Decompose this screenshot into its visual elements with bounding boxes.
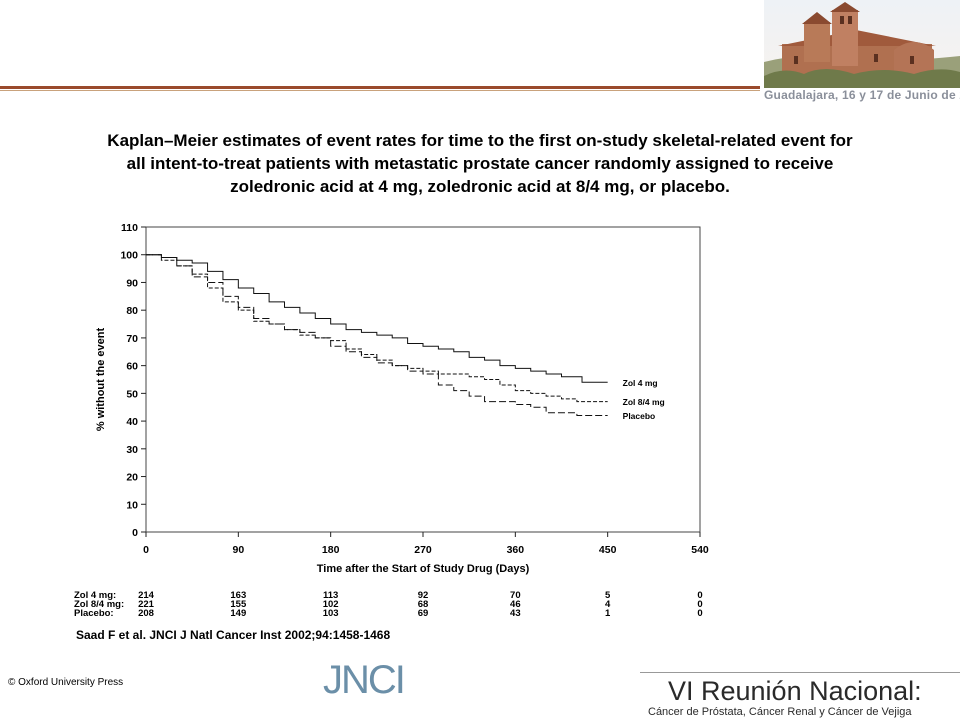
footer-rule — [640, 672, 960, 673]
series-line-3 — [146, 254, 608, 417]
cathedral-photo — [764, 0, 960, 88]
plot-frame — [145, 226, 701, 533]
y-tick-label: 110 — [121, 222, 138, 234]
y-tick-label: 0 — [132, 527, 138, 539]
y-tick-label: 20 — [126, 472, 138, 484]
series-line-1 — [146, 254, 608, 383]
risk-row-label: Zol 8/4 mg: — [74, 599, 125, 610]
risk-cell: 92 — [417, 590, 429, 601]
slide-title-line-1: Kaplan–Meier estimates of event rates fo… — [107, 131, 853, 150]
series-line-2 — [146, 254, 608, 403]
risk-cell: 0 — [697, 599, 703, 610]
y-tick-label: 10 — [126, 499, 138, 511]
risk-cell: 1 — [605, 608, 611, 619]
copyright-notice: © Oxford University Press — [8, 677, 124, 688]
risk-cell: 155 — [230, 599, 247, 610]
risk-cell: 103 — [322, 608, 339, 619]
risk-cell: 208 — [138, 608, 154, 619]
x-axis-label: Time after the Start of Study Drug (Days… — [317, 563, 530, 575]
risk-row-label: Placebo: — [74, 608, 114, 619]
header-date: Guadalajara, 16 y 17 de Junio de 2011 — [764, 88, 960, 102]
series-label-1: Zol 4 mg — [623, 378, 658, 388]
y-tick-label: 80 — [126, 305, 138, 317]
x-tick-label: 270 — [414, 544, 432, 556]
series-label-2: Zol 8/4 mg — [623, 397, 665, 407]
risk-cell: 0 — [697, 590, 703, 601]
risk-cell: 46 — [510, 599, 521, 610]
jnci-logo: JNCI — [323, 658, 406, 702]
citation: Saad F et al. JNCI J Natl Cancer Inst 20… — [76, 628, 391, 642]
y-tick-label: 100 — [120, 250, 138, 262]
x-tick-label: 180 — [322, 544, 340, 556]
risk-cell: 113 — [322, 590, 339, 601]
header-rule-thin — [0, 90, 760, 91]
y-tick-label: 40 — [126, 416, 138, 428]
y-tick-label: 30 — [126, 444, 138, 456]
y-tick-label: 50 — [126, 388, 138, 400]
x-tick-label: 0 — [143, 544, 149, 556]
x-tick-label: 540 — [691, 544, 709, 556]
y-axis-label: % without the event — [95, 328, 107, 432]
kaplan-meier-chart: 0 10 20 30 40 50 60 70 80 90 100 110 0 90 180 270 360 450… — [95, 222, 709, 575]
series-label-3: Placebo — [623, 411, 656, 421]
x-tick-label: 90 — [232, 544, 244, 556]
event-title: VI Reunión Nacional: — [668, 676, 922, 706]
risk-row-label: Zol 4 mg: — [74, 590, 117, 601]
y-tick-label: 60 — [126, 361, 138, 373]
risk-cell: 69 — [417, 608, 429, 619]
risk-cell: 221 — [138, 599, 154, 610]
header-rule — [0, 86, 760, 89]
slide-title: Kaplan–Meier estimates of event rates fo… — [20, 129, 940, 198]
risk-cell: 102 — [322, 599, 339, 610]
risk-cell: 43 — [510, 608, 521, 619]
risk-cell: 5 — [605, 590, 611, 601]
y-tick-label: 90 — [126, 277, 138, 289]
slide-title-line-2: all intent-to-treat patients with metast… — [126, 154, 834, 173]
event-subtitle: Cáncer de Próstata, Cáncer Renal y Cánce… — [648, 706, 912, 718]
slide-title-line-3: zoledronic acid at 4 mg, zoledronic acid… — [230, 177, 730, 196]
risk-cell: 214 — [138, 590, 154, 601]
risk-cell: 149 — [230, 608, 247, 619]
x-tick-label: 360 — [507, 544, 525, 556]
risk-cell: 68 — [417, 599, 429, 610]
risk-cell: 0 — [697, 608, 703, 619]
y-tick-label: 70 — [126, 333, 138, 345]
risk-cell: 163 — [230, 590, 247, 601]
risk-cell: 70 — [510, 590, 521, 601]
risk-cell: 4 — [605, 599, 611, 610]
x-tick-label: 450 — [599, 544, 617, 556]
